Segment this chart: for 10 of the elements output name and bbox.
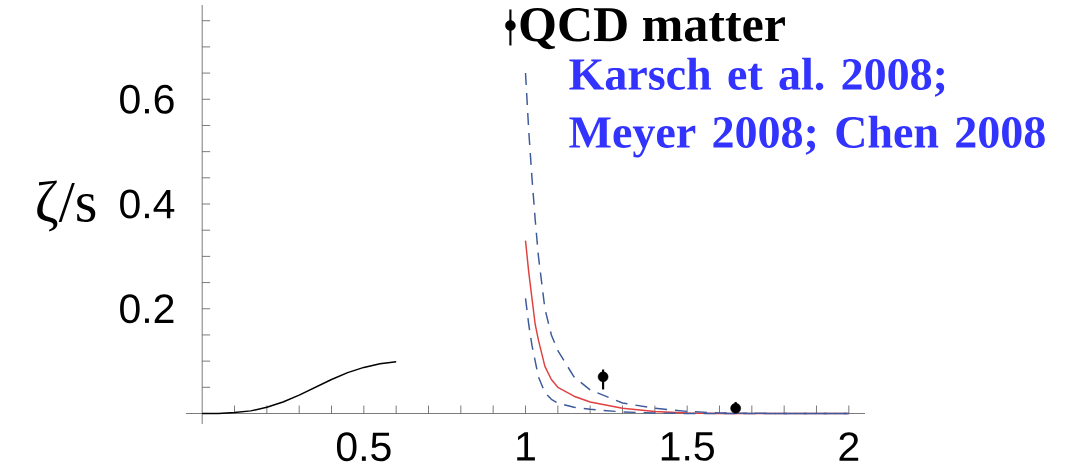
x-tick-label: 0.5 — [336, 432, 391, 462]
y-tick-label: 0.2 — [120, 294, 174, 324]
y-tick-label: 0.6 — [120, 84, 174, 114]
legend-label: QCD matter — [520, 7, 785, 50]
x-tick-label: 1 — [517, 432, 535, 461]
x-tick-label: 2 — [839, 432, 859, 461]
x-tick-label: 1.5 — [661, 432, 714, 461]
y-tick-label: 0.4 — [120, 189, 175, 219]
y-axis-title: ζ/s — [37, 180, 96, 232]
annotation: Karsch et al. 2008; Meyer 2008; Chen 2008 — [569, 57, 1045, 158]
